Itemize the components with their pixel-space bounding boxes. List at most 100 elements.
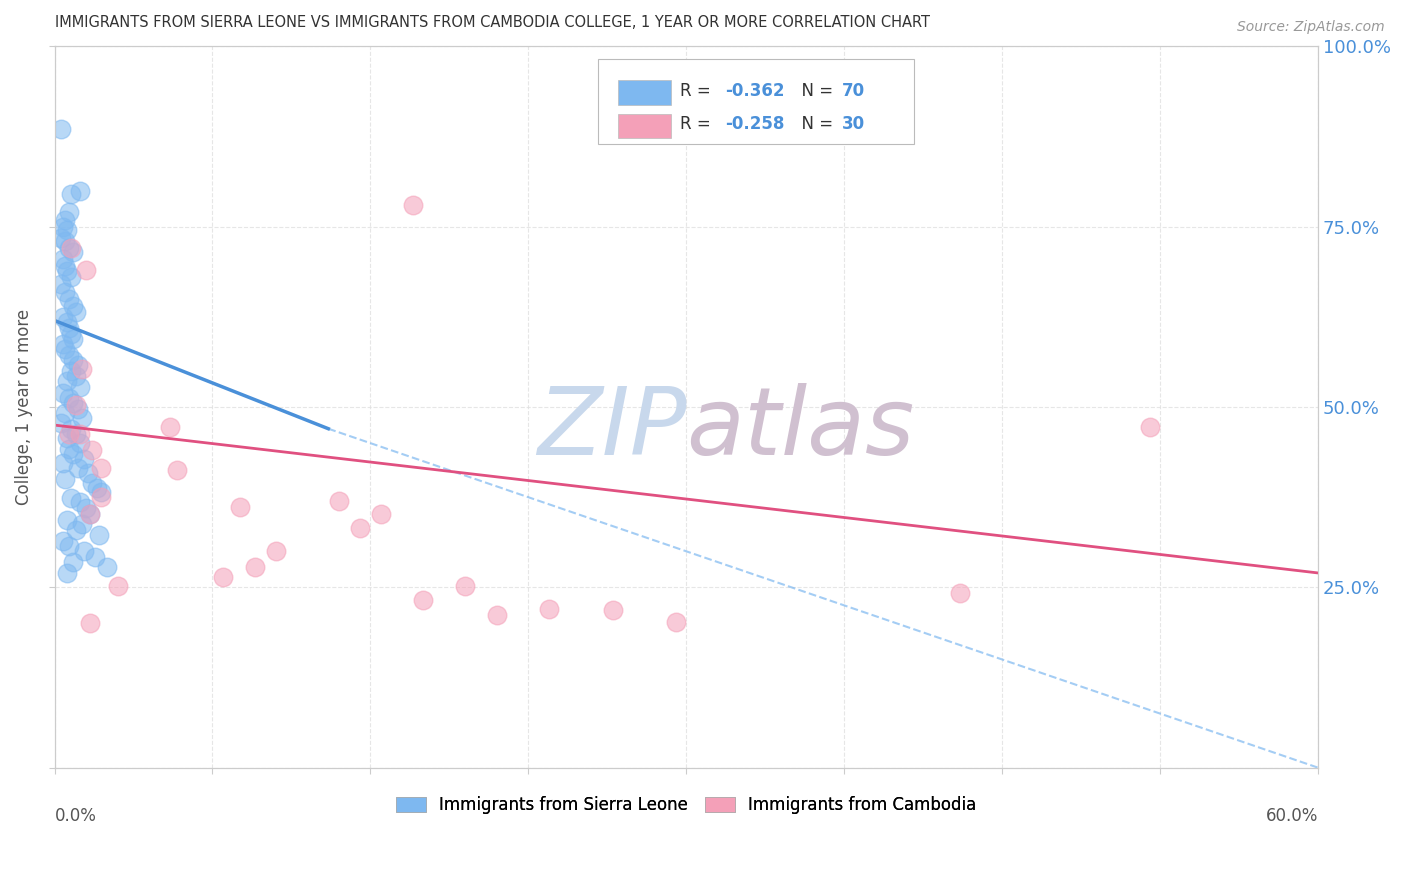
Point [229,500,252,514]
Text: N =: N = [792,115,838,133]
Text: atlas: atlas [686,384,914,475]
Point [53,234,76,248]
FancyBboxPatch shape [598,59,914,144]
Point [73,544,96,558]
Point [70,362,93,376]
Point [538,602,561,616]
Point [665,615,688,629]
Point [49,277,72,292]
Point [70,410,93,425]
Point [52,310,75,324]
Point [60,270,83,285]
Point [69,427,91,442]
Point [86,481,108,495]
Point [75,263,97,277]
Point [90,485,112,500]
Point [56,264,79,278]
Point [1139,419,1161,434]
Point [82,443,104,458]
Point [52,456,75,470]
Point [166,463,188,477]
Point [60,422,83,436]
Point [90,461,112,475]
Point [58,539,80,553]
Point [65,305,87,319]
Point [60,326,83,341]
Point [243,560,266,574]
Point [62,245,84,260]
Text: R =: R = [681,82,716,100]
Point [52,336,75,351]
Point [65,523,87,537]
Point [56,315,79,329]
Point [53,285,76,299]
Point [56,513,79,527]
Point [58,241,80,255]
Point [454,579,477,593]
Point [53,212,76,227]
Point [349,521,371,535]
Point [69,495,91,509]
Text: 60.0%: 60.0% [1265,807,1319,825]
Point [56,566,79,580]
Point [79,507,101,521]
Point [602,603,624,617]
Point [60,187,83,202]
Point [58,426,80,441]
FancyBboxPatch shape [619,113,671,138]
Point [58,442,80,456]
Point [56,223,79,237]
Point [90,490,112,504]
Point [60,364,83,378]
Point [96,560,118,574]
Point [62,396,84,410]
Point [69,380,91,394]
Point [83,550,105,565]
Text: -0.362: -0.362 [725,82,785,100]
Point [75,501,97,516]
Point [69,436,91,450]
Point [69,184,91,198]
Point [56,374,79,388]
Point [49,230,72,244]
Point [58,348,80,362]
FancyBboxPatch shape [619,80,671,105]
Point [60,491,83,505]
Text: 0.0%: 0.0% [55,807,97,825]
Point [52,252,75,267]
Point [65,426,87,441]
Point [159,420,181,434]
Text: -0.258: -0.258 [725,115,785,133]
Point [401,198,423,212]
Point [264,544,287,558]
Point [53,406,76,420]
Point [52,533,75,548]
Point [62,447,84,461]
Point [58,320,80,334]
Point [62,353,84,368]
Text: R =: R = [681,115,716,133]
Point [328,493,350,508]
Text: IMMIGRANTS FROM SIERRA LEONE VS IMMIGRANTS FROM CAMBODIA COLLEGE, 1 YEAR OR MORE: IMMIGRANTS FROM SIERRA LEONE VS IMMIGRAN… [55,15,929,30]
Point [485,607,508,622]
Point [66,461,89,475]
Point [49,416,72,430]
Point [62,299,84,313]
Point [87,528,110,542]
Point [412,593,434,607]
Point [52,219,75,234]
Point [65,369,87,384]
Point [58,391,80,405]
Point [77,467,100,481]
Point [53,472,76,486]
Point [66,358,89,372]
Point [949,586,972,600]
Point [66,401,89,416]
Point [107,579,129,593]
Point [65,398,87,412]
Point [49,122,72,136]
Text: 30: 30 [842,115,865,133]
Point [73,452,96,467]
Y-axis label: College, 1 year or more: College, 1 year or more [15,309,32,505]
Point [370,507,392,521]
